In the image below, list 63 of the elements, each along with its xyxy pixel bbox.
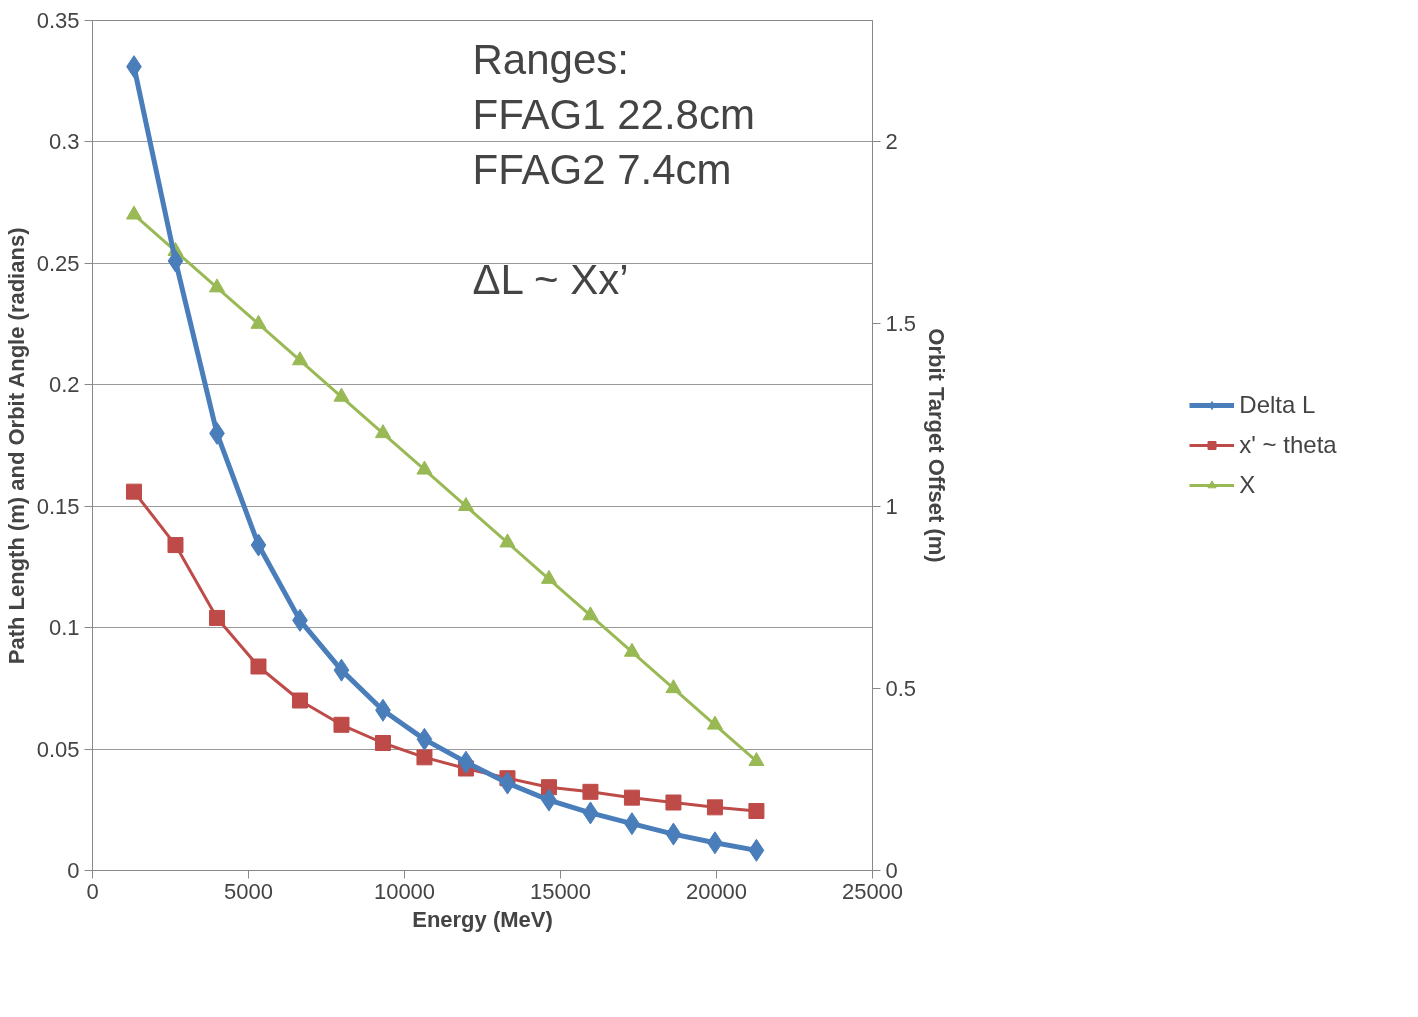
- x-tick-label: 0: [86, 878, 99, 904]
- point: [208, 609, 225, 626]
- annotation: FFAG2 7.4cm: [472, 145, 732, 193]
- y2-tick-label: 2: [885, 129, 898, 155]
- point: [623, 642, 640, 657]
- point: [665, 822, 682, 846]
- legend-label: Delta L: [1239, 391, 1316, 419]
- y-tick-label: 0.1: [48, 615, 80, 641]
- x-tick-label: 10000: [373, 878, 436, 904]
- point: [333, 716, 350, 733]
- x-axis-title: Energy (MeV): [412, 906, 553, 932]
- point: [748, 752, 765, 767]
- point: [540, 569, 557, 584]
- point: [748, 838, 765, 862]
- point: [374, 424, 391, 439]
- y2-tick-label: 1: [885, 493, 898, 519]
- point: [167, 249, 184, 273]
- point: [582, 606, 599, 621]
- point: [457, 497, 474, 511]
- y-tick-label: 0.05: [36, 736, 80, 762]
- x-tick-label: 5000: [224, 878, 273, 904]
- point: [748, 803, 765, 819]
- point: [250, 533, 267, 557]
- point: [374, 735, 391, 751]
- point: [250, 658, 267, 675]
- point: [706, 715, 723, 730]
- point: [291, 692, 308, 709]
- point: [665, 794, 682, 811]
- y-tick-label: 0.25: [36, 250, 80, 276]
- y-tick-label: 0.15: [36, 493, 80, 519]
- y-tick-label: 0.35: [36, 8, 80, 33]
- point: [291, 351, 308, 366]
- point: [582, 783, 599, 800]
- point: [416, 749, 433, 766]
- legend-label: x' ~ theta: [1239, 431, 1337, 459]
- point: [126, 483, 142, 500]
- point: [416, 460, 433, 475]
- annotation: Ranges:: [472, 35, 629, 83]
- point: [333, 387, 350, 402]
- point: [665, 679, 682, 694]
- y-tick-label: 0: [67, 858, 80, 883]
- annotation: ΔL ~ Xx’: [472, 255, 629, 303]
- point: [582, 801, 599, 825]
- y2-tick-label: 0.5: [885, 675, 917, 701]
- y-tick-label: 0.2: [48, 372, 80, 398]
- x-tick-label: 15000: [529, 878, 592, 904]
- y2-tick-label: 1.5: [885, 311, 917, 337]
- point: [250, 314, 267, 329]
- y2-axis-title: Orbit Target Offset (m): [924, 328, 950, 563]
- point: [167, 537, 184, 554]
- y-axis-title: Path Length (m) and Orbit Angle (radians): [3, 227, 29, 665]
- x-tick-label: 20000: [685, 878, 748, 904]
- point: [126, 205, 142, 220]
- point: [333, 658, 350, 682]
- point: [208, 278, 225, 293]
- y-tick-label: 0.3: [48, 129, 80, 155]
- point: [416, 727, 433, 751]
- point: [499, 771, 516, 795]
- point: [623, 789, 640, 806]
- point: [706, 799, 723, 816]
- point: [499, 533, 516, 548]
- annotation: FFAG1 22.8cm: [472, 90, 755, 138]
- legend-label: X: [1239, 471, 1257, 499]
